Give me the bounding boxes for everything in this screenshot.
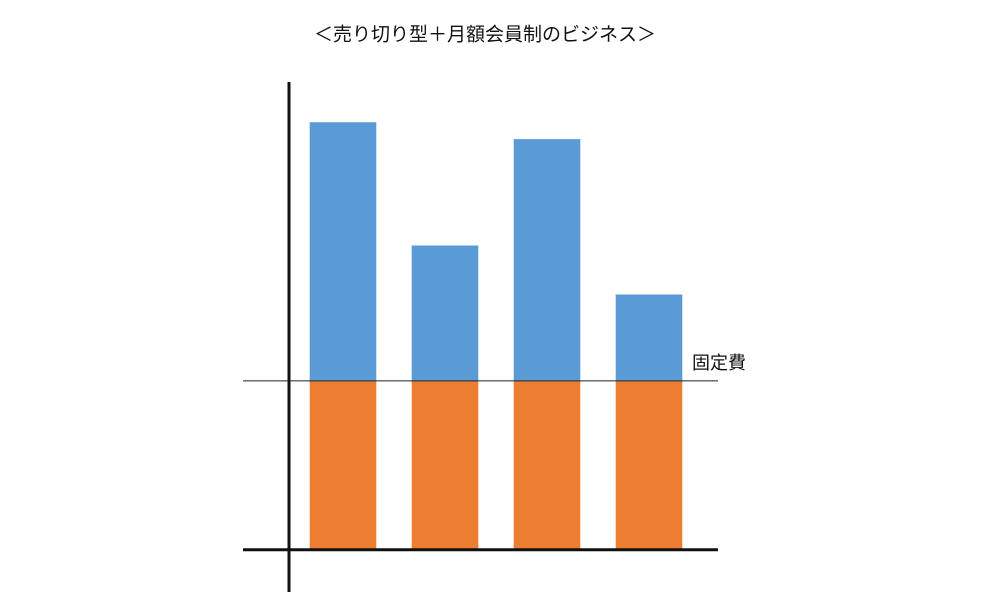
- chart-title: ＜売り切り型＋月額会員制のビジネス＞: [314, 24, 656, 46]
- bar-segment: [615, 380, 683, 551]
- bar-segment: [309, 380, 377, 551]
- bar-segment: [615, 294, 683, 382]
- bar-segment: [411, 380, 479, 551]
- bar-segment: [411, 245, 479, 382]
- bar-segment: [309, 122, 377, 382]
- reference-label: 固定費: [692, 353, 746, 374]
- bar-segment: [513, 380, 581, 551]
- bar-segment: [513, 138, 581, 382]
